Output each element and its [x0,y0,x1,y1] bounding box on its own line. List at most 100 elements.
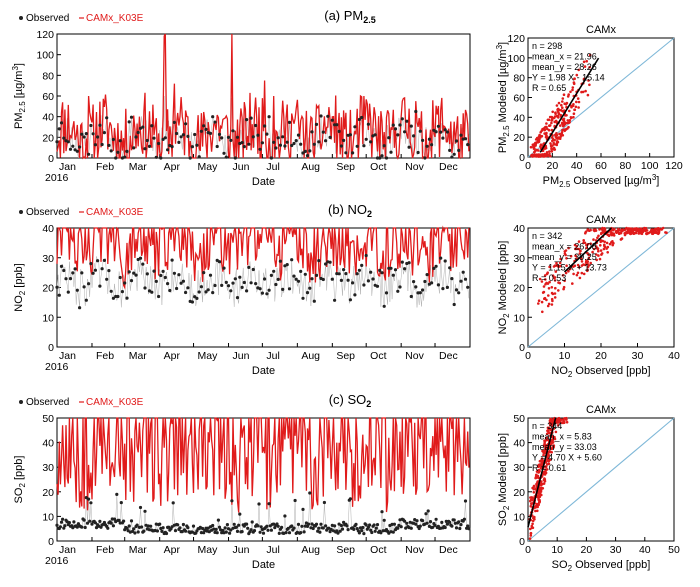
scatter-point [657,227,661,230]
observed-point [222,266,226,270]
scatter-point [572,272,575,276]
observed-point [457,148,461,152]
observed-point [348,497,352,501]
scatter-point [549,142,552,145]
scatter-point [545,468,549,471]
x-tick-label: Oct [370,350,386,362]
scatter-point [645,232,649,236]
x-tick-label: Jun [233,161,250,173]
scatter-point [589,242,592,245]
observed-point [217,132,222,136]
x-tick-label: 20 [595,350,607,362]
x-tick-label: Nov [405,544,424,556]
scatter-x-label: PM2.5 Observed [µg/m3] [543,173,660,189]
observed-point [379,531,383,535]
observed-point [317,526,321,530]
x-tick-label: Jan [59,350,76,362]
observed-point [342,268,346,272]
scatter-point [563,279,566,283]
y-tick-label: 60 [513,93,525,105]
observed-point [301,507,305,511]
observed-point [240,285,244,289]
x-tick-label: Jul [266,350,279,362]
observed-point [317,140,321,144]
scatter-point [550,150,554,153]
observed-point [127,120,131,124]
observed-point [93,143,97,147]
observed-point [160,529,164,534]
observed-point [307,522,311,526]
scatter-point [543,152,546,156]
observed-point [71,526,75,530]
x-tick-label: Apr [164,350,181,362]
x-tick-label: Apr [164,161,181,173]
scatter-point [534,142,538,146]
label-part: ] [497,42,509,45]
observed-point [251,267,255,272]
scatter-point [544,447,547,451]
scatter-point [607,234,611,238]
observed-point [405,521,409,525]
observed-point [441,287,445,291]
observed-point [276,524,280,528]
observed-point [398,285,402,289]
scatter-point [574,254,577,257]
observed-point [425,521,429,525]
scatter-point [588,83,591,87]
stat-line: R = 0.53 [532,273,566,283]
observed-point [463,277,468,281]
observed-point [114,294,118,299]
observed-point [466,285,470,289]
y-tick-label: 40 [513,112,525,124]
scatter-point [559,135,562,138]
observed-point [418,291,422,295]
scatter-point [566,119,570,122]
scatter-point [534,509,537,513]
observed-point [272,140,276,144]
scatter-point [567,270,570,273]
observed-point [310,522,314,526]
scatter-point [603,243,606,247]
observed-point [141,262,145,266]
observed-point [98,123,102,127]
observed-point [98,284,102,288]
observed-point [436,283,440,287]
x-tick-label: Feb [96,544,114,556]
y-tick-label: 10 [513,511,525,523]
observed-point [466,143,470,147]
observed-point [418,129,422,133]
scatter-point [562,123,566,127]
observed-point [75,149,79,153]
observed-point [66,290,70,294]
observed-point [125,149,129,153]
observed-point [280,525,284,530]
scatter-point [620,237,624,240]
x-tick-label: Nov [405,350,424,362]
label-part: 2 [18,290,27,295]
scatter-point [603,230,607,233]
observed-point [263,124,267,128]
observed-point [256,133,260,137]
observed-point [170,145,174,149]
scatter-point [548,450,551,453]
observed-point [310,130,314,134]
observed-point [93,521,97,525]
scatter-point [582,239,585,242]
label-part: PM [497,137,509,154]
observed-point [403,130,407,134]
scatter-point [558,132,561,136]
x-tick-label: Dec [439,350,458,362]
observed-point [319,114,323,118]
x-tick-label: Oct [370,161,386,173]
scatter-point [623,228,627,231]
observed-point [466,524,470,528]
scatter-point [594,253,598,256]
scatter-point [565,420,569,424]
observed-point [294,139,298,143]
scatter-point [588,53,592,57]
scatter-point [550,121,553,125]
observed-point [199,285,203,289]
scatter-point [548,150,551,153]
scatter-point [548,280,551,284]
label-part: 3 [11,66,20,71]
